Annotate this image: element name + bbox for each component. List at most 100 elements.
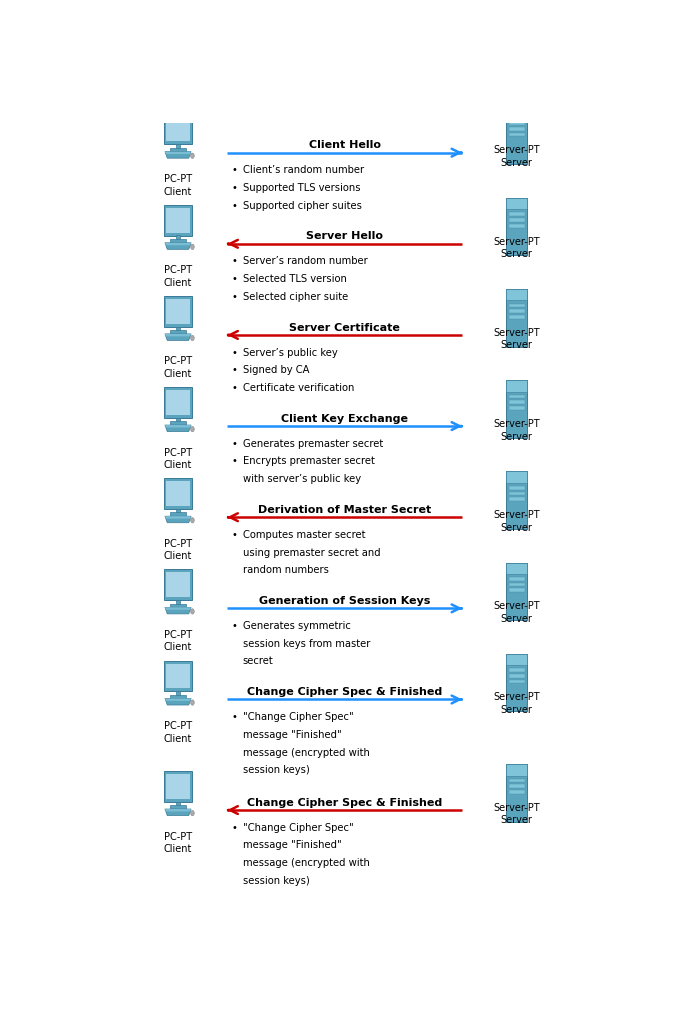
Polygon shape <box>165 607 191 609</box>
Text: session keys): session keys) <box>242 876 309 886</box>
Text: Client: Client <box>164 186 192 197</box>
Text: •: • <box>232 366 238 375</box>
Text: •: • <box>232 165 238 175</box>
Text: Server: Server <box>501 431 533 441</box>
Text: using premaster secret and: using premaster secret and <box>242 548 380 557</box>
FancyBboxPatch shape <box>507 198 527 209</box>
Polygon shape <box>165 152 191 154</box>
Circle shape <box>191 426 194 432</box>
FancyBboxPatch shape <box>170 330 186 334</box>
Polygon shape <box>165 243 191 249</box>
Text: message (encrypted with: message (encrypted with <box>242 748 370 758</box>
FancyBboxPatch shape <box>170 694 186 698</box>
Text: Server: Server <box>501 340 533 350</box>
Text: •: • <box>232 822 238 833</box>
FancyBboxPatch shape <box>166 390 190 415</box>
Text: Signed by CA: Signed by CA <box>242 366 309 375</box>
Text: •: • <box>232 529 238 540</box>
FancyBboxPatch shape <box>507 380 527 391</box>
FancyBboxPatch shape <box>170 603 186 607</box>
Text: •: • <box>232 347 238 357</box>
FancyBboxPatch shape <box>176 418 180 421</box>
FancyBboxPatch shape <box>166 664 190 688</box>
Polygon shape <box>165 334 191 336</box>
FancyBboxPatch shape <box>507 562 527 573</box>
Text: Client: Client <box>164 733 192 743</box>
Text: Client’s random number: Client’s random number <box>242 165 364 175</box>
Circle shape <box>191 244 194 250</box>
Polygon shape <box>165 516 191 518</box>
FancyBboxPatch shape <box>176 236 180 239</box>
FancyBboxPatch shape <box>170 805 186 809</box>
Text: message (encrypted with: message (encrypted with <box>242 858 370 868</box>
FancyBboxPatch shape <box>164 771 192 802</box>
Text: Client: Client <box>164 460 192 470</box>
Text: Supported cipher suites: Supported cipher suites <box>242 201 361 211</box>
Text: Server Certificate: Server Certificate <box>290 323 400 333</box>
FancyBboxPatch shape <box>509 133 525 136</box>
Polygon shape <box>165 516 191 522</box>
FancyBboxPatch shape <box>509 583 525 587</box>
FancyBboxPatch shape <box>507 289 527 346</box>
Text: Server: Server <box>501 613 533 624</box>
Polygon shape <box>165 607 191 613</box>
Text: •: • <box>232 201 238 211</box>
Text: message "Finished": message "Finished" <box>242 730 342 739</box>
Polygon shape <box>165 809 191 811</box>
FancyBboxPatch shape <box>507 380 527 437</box>
Polygon shape <box>165 425 191 431</box>
FancyBboxPatch shape <box>509 791 525 794</box>
Text: Client Hello: Client Hello <box>309 140 380 151</box>
FancyBboxPatch shape <box>509 309 525 313</box>
Text: message "Finished": message "Finished" <box>242 841 342 850</box>
FancyBboxPatch shape <box>509 492 525 496</box>
Text: Server-PT: Server-PT <box>493 510 540 520</box>
FancyBboxPatch shape <box>164 478 192 509</box>
Text: Server: Server <box>501 815 533 825</box>
Text: •: • <box>232 438 238 449</box>
Text: Generation of Session Keys: Generation of Session Keys <box>259 596 430 606</box>
FancyBboxPatch shape <box>509 121 525 125</box>
FancyBboxPatch shape <box>507 106 527 118</box>
Text: PC-PT: PC-PT <box>164 630 192 640</box>
Text: Generates symmetric: Generates symmetric <box>242 621 350 631</box>
FancyBboxPatch shape <box>166 299 190 324</box>
Text: Server-PT: Server-PT <box>493 601 540 611</box>
Polygon shape <box>165 425 191 427</box>
FancyBboxPatch shape <box>509 212 525 216</box>
FancyBboxPatch shape <box>507 106 527 164</box>
Text: Server-PT: Server-PT <box>493 419 540 429</box>
Text: Change Cipher Spec & Finished: Change Cipher Spec & Finished <box>247 687 443 697</box>
FancyBboxPatch shape <box>164 114 192 144</box>
FancyBboxPatch shape <box>509 400 525 404</box>
Circle shape <box>191 153 194 159</box>
Text: "Change Cipher Spec": "Change Cipher Spec" <box>242 822 353 833</box>
FancyBboxPatch shape <box>176 691 180 694</box>
Text: •: • <box>232 292 238 302</box>
FancyBboxPatch shape <box>509 218 525 222</box>
Text: Server: Server <box>501 522 533 532</box>
Text: Selected cipher suite: Selected cipher suite <box>242 292 348 302</box>
FancyBboxPatch shape <box>509 778 525 782</box>
FancyBboxPatch shape <box>507 471 527 528</box>
FancyBboxPatch shape <box>166 774 190 799</box>
FancyBboxPatch shape <box>509 315 525 318</box>
FancyBboxPatch shape <box>509 577 525 581</box>
FancyBboxPatch shape <box>507 653 527 711</box>
Text: Server Hello: Server Hello <box>306 231 383 242</box>
FancyBboxPatch shape <box>170 512 186 516</box>
Text: Certificate verification: Certificate verification <box>242 383 354 393</box>
FancyBboxPatch shape <box>170 239 186 243</box>
Text: •: • <box>232 383 238 393</box>
Text: Supported TLS versions: Supported TLS versions <box>242 183 360 193</box>
FancyBboxPatch shape <box>507 653 527 665</box>
FancyBboxPatch shape <box>164 660 192 691</box>
Circle shape <box>191 608 194 614</box>
FancyBboxPatch shape <box>509 784 525 788</box>
FancyBboxPatch shape <box>166 572 190 597</box>
FancyBboxPatch shape <box>509 224 525 227</box>
Text: Server: Server <box>501 705 533 715</box>
Text: •: • <box>232 256 238 266</box>
FancyBboxPatch shape <box>166 481 190 506</box>
Text: random numbers: random numbers <box>242 565 329 575</box>
